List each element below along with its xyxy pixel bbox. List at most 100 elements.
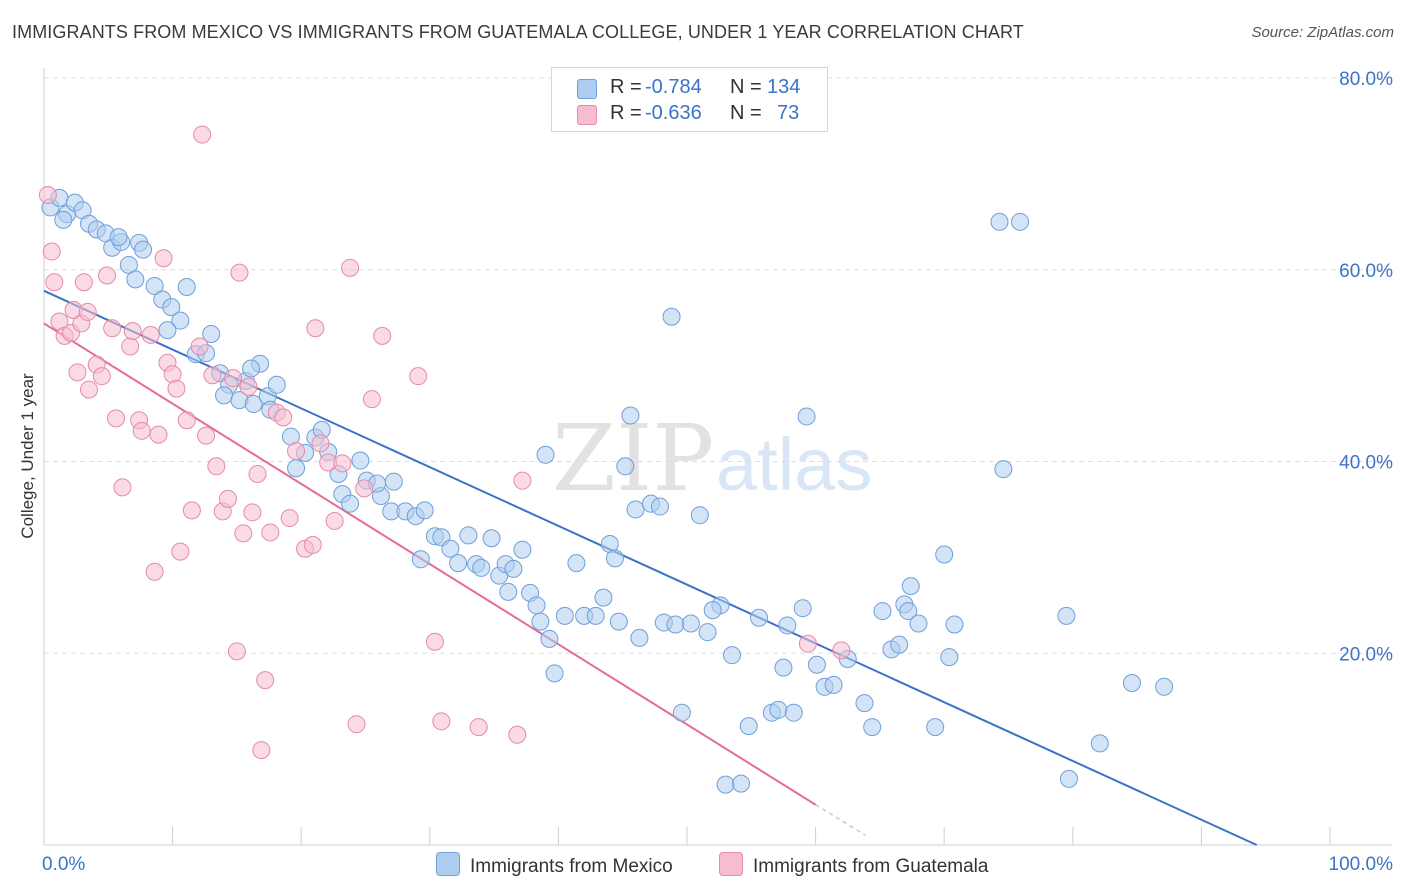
point-guatemala [45,273,64,292]
point-guatemala [798,634,817,653]
point-guatemala [224,369,243,388]
point-guatemala [80,380,99,399]
point-guatemala [203,366,222,385]
point-mexico [499,582,518,601]
point-guatemala [355,479,374,498]
point-mexico [873,602,892,621]
point-guatemala [177,411,196,430]
point-guatemala [227,642,246,661]
bottom-legend-label-mexico: Immigrants from Mexico [470,856,673,877]
point-guatemala [145,562,164,581]
point-guatemala [311,434,330,453]
point-mexico [459,526,478,545]
point-mexico [513,540,532,559]
point-mexico [341,494,360,513]
point-guatemala [252,741,271,760]
point-mexico [242,359,261,378]
bottom-legend-label-guatemala: Immigrants from Guatemala [753,856,989,877]
watermark-atlas: atlas [716,423,872,506]
point-guatemala [303,535,322,554]
legend-r-value: -0.636 [645,102,702,124]
point-mexico [945,615,964,634]
point-mexico [672,703,691,722]
point-mexico [626,500,645,519]
point-guatemala [280,509,299,528]
point-guatemala [287,441,306,460]
point-mexico [527,596,546,615]
point-guatemala [425,632,444,651]
chart-source: Source: ZipAtlas.com [1251,24,1394,41]
point-mexico [621,406,640,425]
point-mexico [1057,606,1076,625]
point-guatemala [141,325,160,344]
legend-swatch-mexico [577,79,597,99]
legend-row-guatemala: R = -0.636 N = 73 [552,101,827,127]
point-mexico [666,615,685,634]
point-mexico [605,549,624,568]
point-mexico [244,394,263,413]
point-mexico [778,616,797,635]
legend-n-label: N = [730,102,762,124]
point-guatemala [154,249,173,268]
point-mexico [1090,734,1109,753]
point-guatemala [373,326,392,345]
point-mexico [926,718,945,737]
point-mexico [158,321,177,340]
legend-box: R = -0.784 N = 134 R = -0.636 N = 73 [551,67,828,132]
point-mexico [384,472,403,491]
point-guatemala [230,263,249,282]
point-guatemala [149,425,168,444]
point-guatemala [113,478,132,497]
point-guatemala [248,464,267,483]
point-guatemala [432,712,451,731]
point-mexico [739,717,758,736]
point-guatemala [190,337,209,356]
chart-title: IMMIGRANTS FROM MEXICO VS IMMIGRANTS FRO… [12,22,1024,42]
legend-r-label: R = [610,76,642,98]
point-guatemala [193,125,212,144]
trend-line-guatemala [43,322,817,806]
point-mexico [940,648,959,667]
point-guatemala [197,426,216,445]
point-guatemala [78,302,97,321]
point-mexico [855,694,874,713]
point-mexico [134,240,153,259]
point-guatemala [362,390,381,409]
point-guatemala [325,511,344,530]
point-guatemala [243,503,262,522]
point-guatemala [68,363,87,382]
point-mexico [287,459,306,478]
point-mexico [690,506,709,525]
point-mexico [732,774,751,793]
point-mexico [630,628,649,647]
point-guatemala [132,421,151,440]
point-mexico [449,554,468,573]
point-mexico [109,228,128,247]
point-guatemala [274,408,293,427]
point-guatemala [123,322,142,341]
point-guatemala [42,242,61,261]
point-mexico [769,700,788,719]
point-mexico [994,460,1013,479]
point-mexico [504,559,523,578]
point-mexico [774,658,793,677]
y-tick-label: 80.0% [1339,69,1393,90]
point-mexico [351,451,370,470]
point-mexico [899,602,918,621]
point-guatemala [218,489,237,508]
point-mexico [545,664,564,683]
point-mexico [650,497,669,516]
point-mexico [716,775,735,794]
point-mexico [177,278,196,297]
point-mexico [703,601,722,620]
point-guatemala [513,471,532,490]
y-tick-label: 60.0% [1339,261,1393,282]
point-guatemala [182,501,201,520]
point-guatemala [256,671,275,690]
bottom-legend-guatemala: Immigrants from Guatemala [719,852,988,878]
point-guatemala [832,641,851,660]
point-guatemala [234,524,253,543]
point-mexico [863,718,882,737]
point-guatemala [171,542,190,561]
